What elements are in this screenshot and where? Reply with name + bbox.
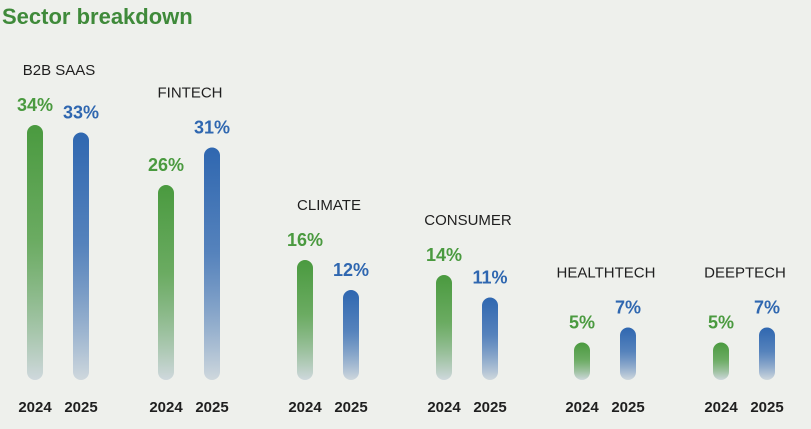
- category-label: CONSUMER: [424, 212, 512, 229]
- bar-healthtech-2024: [574, 342, 590, 380]
- chart-marks: 34% 2024 33% 2025 B2B SAAS 26% 2024 31% 2025 FINT…: [17, 62, 786, 416]
- bar-healthtech-2025: [620, 327, 636, 380]
- data-label: 26%: [148, 155, 184, 175]
- year-tick-label: 2024: [18, 399, 52, 416]
- data-label: 5%: [708, 313, 734, 333]
- year-tick-label: 2024: [704, 399, 738, 416]
- bar-fintech-2025: [204, 147, 220, 380]
- data-label: 34%: [17, 95, 53, 115]
- year-tick-label: 2024: [427, 399, 461, 416]
- category-label: CLIMATE: [297, 197, 361, 214]
- year-tick-label: 2024: [149, 399, 183, 416]
- year-tick-label: 2025: [195, 399, 228, 416]
- year-tick-label: 2024: [288, 399, 322, 416]
- year-tick-label: 2025: [611, 399, 644, 416]
- data-label: 31%: [194, 118, 230, 138]
- data-label: 16%: [287, 230, 323, 250]
- chart-title: Sector breakdown: [2, 4, 193, 29]
- data-label: 12%: [333, 260, 369, 280]
- data-label: 7%: [754, 298, 780, 318]
- year-tick-label: 2024: [565, 399, 599, 416]
- data-label: 5%: [569, 313, 595, 333]
- category-label: HEALTHTECH: [557, 265, 656, 282]
- bar-climate-2024: [297, 260, 313, 380]
- bar-deeptech-2025: [759, 327, 775, 380]
- data-label: 14%: [426, 245, 462, 265]
- year-tick-label: 2025: [473, 399, 506, 416]
- bar-climate-2025: [343, 290, 359, 380]
- category-label: B2B SAAS: [23, 62, 96, 79]
- data-label: 7%: [615, 298, 641, 318]
- bar-b2b-saas-2024: [27, 125, 43, 380]
- bar-fintech-2024: [158, 185, 174, 380]
- category-label: DEEPTECH: [704, 265, 786, 282]
- bar-consumer-2024: [436, 275, 452, 380]
- bar-deeptech-2024: [713, 342, 729, 380]
- year-tick-label: 2025: [334, 399, 367, 416]
- year-tick-label: 2025: [64, 399, 97, 416]
- data-label: 11%: [472, 268, 507, 288]
- data-label: 33%: [63, 103, 99, 123]
- bar-b2b-saas-2025: [73, 132, 89, 380]
- year-tick-label: 2025: [750, 399, 783, 416]
- bar-consumer-2025: [482, 297, 498, 380]
- category-label: FINTECH: [158, 85, 223, 102]
